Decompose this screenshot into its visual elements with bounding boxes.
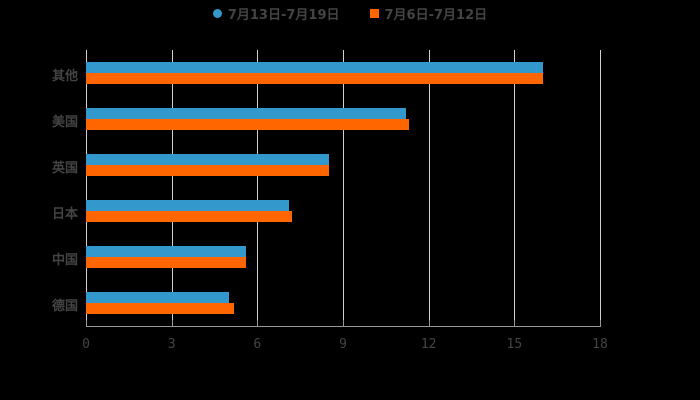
x-tick-label: 9 — [339, 337, 347, 352]
axis-tick — [171, 320, 173, 327]
legend-label: 7月6日-7月12日 — [384, 7, 488, 23]
bar[interactable] — [86, 292, 229, 303]
gridline — [343, 50, 344, 326]
legend-item-week2[interactable]: 7月13日-7月19日 — [212, 4, 340, 23]
gridline — [428, 50, 430, 326]
axis-tick — [428, 320, 430, 327]
bar[interactable] — [86, 165, 329, 176]
category-label: 中国 — [51, 253, 78, 268]
axis-tick — [343, 320, 344, 327]
chart-legend: 7月13日-7月19日 7月6日-7月12日 — [0, 4, 700, 23]
bar[interactable] — [86, 200, 289, 211]
circle-marker-icon — [212, 8, 222, 18]
x-tick-label: 6 — [253, 337, 262, 352]
bar[interactable] — [86, 108, 406, 119]
square-marker-icon — [369, 8, 379, 18]
category-label: 美国 — [51, 115, 78, 130]
bar[interactable] — [86, 246, 246, 257]
category-label: 英国 — [51, 161, 78, 176]
category-label: 其他 — [51, 69, 78, 84]
bar[interactable] — [86, 257, 246, 268]
axis-tick — [86, 320, 87, 327]
bar[interactable] — [86, 73, 543, 84]
bar[interactable] — [86, 62, 543, 73]
bar[interactable] — [86, 154, 329, 165]
axis-tick — [600, 320, 601, 327]
category-label: 日本 — [51, 207, 78, 222]
x-tick-label: 12 — [420, 337, 437, 352]
bar[interactable] — [86, 211, 292, 222]
bar[interactable] — [86, 119, 409, 130]
gridline — [514, 50, 516, 326]
gridline — [257, 50, 259, 326]
gridline — [600, 50, 601, 326]
legend-item-week1[interactable]: 7月6日-7月12日 — [369, 4, 488, 23]
axis-tick — [257, 320, 259, 327]
category-label: 德国 — [51, 299, 78, 314]
legend-label: 7月13日-7月19日 — [227, 7, 340, 23]
x-axis-line — [86, 326, 600, 327]
x-tick-label: 18 — [592, 337, 608, 352]
x-tick-label: 0 — [82, 337, 90, 352]
x-tick-label: 3 — [167, 337, 176, 352]
x-tick-label: 15 — [506, 337, 523, 352]
bar[interactable] — [86, 303, 235, 314]
gridline — [171, 50, 173, 326]
gridline — [86, 50, 87, 326]
axis-tick — [514, 320, 516, 327]
plot-area: 0 3 6 9 12 15 18 — [82, 50, 608, 352]
